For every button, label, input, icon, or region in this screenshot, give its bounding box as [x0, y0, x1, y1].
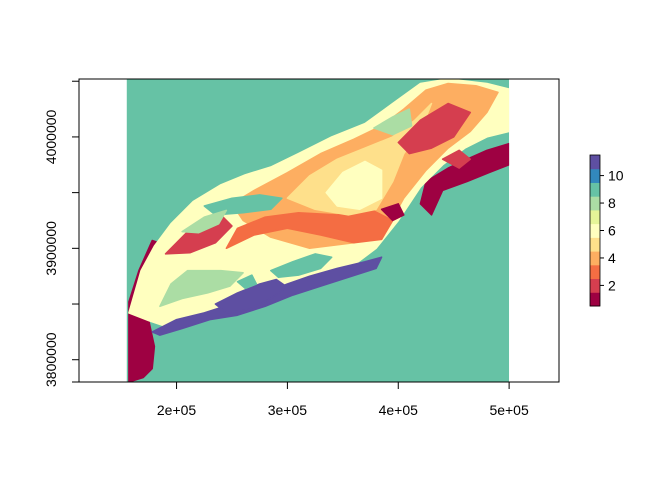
legend-swatch: [590, 209, 600, 225]
y-tick-label: 4000000: [43, 109, 59, 164]
raster-region-class-8: [373, 108, 413, 136]
legend-swatch: [590, 168, 600, 183]
raster-region-class-9: [270, 253, 333, 279]
legend-swatch: [590, 264, 600, 280]
legend-swatch: [590, 223, 600, 238]
raster-region-class-1: [380, 203, 405, 222]
x-tick-label: 5e+05: [489, 402, 529, 418]
x-tick-label: 4e+05: [379, 402, 419, 418]
legend-tick-label: 8: [608, 195, 616, 211]
x-tick-label: 3e+05: [268, 402, 308, 418]
raster-region-class-2: [441, 149, 472, 169]
legend-swatch: [590, 251, 600, 266]
raster-region-class-9: [236, 274, 258, 290]
x-axis: 2e+05 3e+05 4e+05 5e+05: [157, 381, 529, 418]
raster-region-class-8: [159, 269, 244, 308]
legend-swatch: [590, 196, 600, 211]
color-legend: 2 4 6 8 10: [589, 154, 624, 307]
raster-region-class-2: [397, 102, 472, 155]
legend-tick-label: 6: [608, 223, 616, 239]
raster-region-class-11: [214, 278, 289, 314]
raster-region-class-8: [181, 209, 228, 234]
y-axis: 3800000 3900000 4000000: [43, 79, 80, 387]
legend-swatch: [590, 292, 600, 307]
legend-swatch: [590, 237, 600, 252]
legend-swatch: [590, 182, 600, 197]
legend-tick-label: 2: [608, 277, 616, 293]
raster-region-class-6: [325, 160, 383, 211]
legend-swatch: [590, 278, 600, 293]
y-tick-label: 3800000: [43, 332, 59, 387]
raster-image: [126, 79, 510, 382]
legend-tick-label: 10: [608, 168, 624, 184]
x-tick-label: 2e+05: [157, 402, 197, 418]
legend-tick-label: 4: [608, 250, 616, 266]
legend-swatch: [590, 155, 600, 170]
y-tick-label: 3900000: [43, 221, 59, 276]
